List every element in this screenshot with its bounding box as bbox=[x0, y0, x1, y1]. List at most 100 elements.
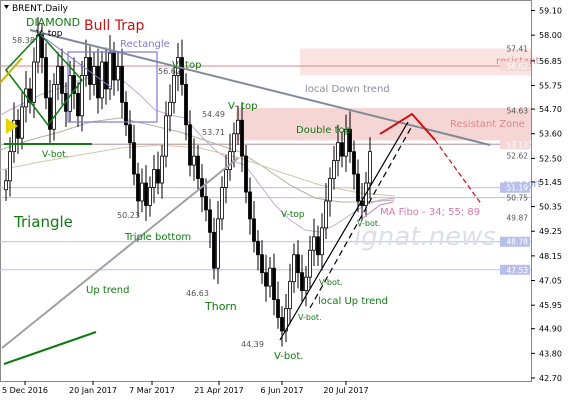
resistance-zone-band bbox=[236, 107, 531, 141]
candle-body bbox=[188, 124, 192, 166]
y-tick-label-1: 58.00 bbox=[539, 31, 562, 40]
candle-body bbox=[76, 92, 80, 117]
y-tick-label-13: 44.90 bbox=[539, 325, 562, 334]
right-axis: 59.10 58.00 56.85 55.75 54.70 53.60 52.50 51.45… bbox=[500, 6, 562, 383]
candle-body bbox=[172, 75, 176, 103]
title-dropdown-icon[interactable] bbox=[4, 5, 9, 9]
candle-body bbox=[244, 155, 248, 193]
local-up-trend-line-2 bbox=[309, 125, 413, 309]
candle-body bbox=[8, 151, 12, 182]
forecast-peak-line bbox=[379, 112, 436, 141]
v-top-label-3: V- top bbox=[228, 101, 257, 112]
y-tick-label-3: 55.75 bbox=[539, 82, 562, 91]
candle-body bbox=[48, 97, 52, 130]
candle-body bbox=[124, 101, 128, 126]
candle-body bbox=[144, 182, 148, 206]
candle-body bbox=[228, 151, 232, 170]
candle-body bbox=[324, 200, 328, 229]
candle-body bbox=[248, 191, 252, 220]
ma-89-line bbox=[0, 144, 396, 197]
price-label-6: 44.39 bbox=[241, 340, 264, 349]
x-tick-label-2: 7 Mar 2017 bbox=[129, 386, 175, 395]
candle-body bbox=[180, 57, 184, 85]
price-labels-layer: 58.38 56.62 54.49 53.71 50.23 46.63 44.39 bbox=[12, 36, 264, 349]
y-tick-label-8: 50.35 bbox=[539, 203, 562, 212]
level-value-9: 47.53 bbox=[507, 266, 529, 275]
candle-body bbox=[192, 155, 196, 166]
candle-body bbox=[164, 115, 168, 157]
candle-body bbox=[12, 119, 16, 153]
v-bot-label-1: V-bot. bbox=[42, 150, 69, 160]
candle-body bbox=[140, 182, 144, 202]
candle-body bbox=[252, 218, 256, 242]
level-value-5: 51.19 bbox=[507, 184, 529, 193]
y-tick-label-5: 53.60 bbox=[539, 130, 562, 139]
candle-body bbox=[20, 106, 24, 139]
y-tick-label-11: 47.05 bbox=[539, 277, 562, 286]
level-box-3 bbox=[500, 139, 530, 150]
candle-body bbox=[116, 66, 120, 81]
resistance-zone-label: Resistant Zone bbox=[450, 119, 525, 130]
price-label-2: 54.49 bbox=[202, 110, 225, 119]
candle-body bbox=[160, 155, 164, 184]
v-bot-label-5: V-bot. bbox=[357, 219, 381, 228]
level-value-0: 57.41 bbox=[507, 44, 529, 53]
triangle-green-line bbox=[3, 331, 97, 365]
candle-body bbox=[104, 61, 108, 90]
rectangle-label: Rectangle bbox=[120, 39, 170, 50]
candle-body bbox=[72, 75, 76, 94]
triple-bottom-label: Triple bottom bbox=[124, 232, 191, 243]
y-tick-label-2: 56.85 bbox=[539, 57, 562, 66]
diamond-pattern bbox=[5, 32, 83, 127]
level-value-4: 52.62 bbox=[507, 152, 529, 161]
candle-body bbox=[224, 169, 228, 188]
bull-trap-label: Bull Trap bbox=[84, 18, 145, 34]
level-value-8: 48.78 bbox=[507, 238, 529, 247]
y-tick-label-9: 49.25 bbox=[539, 227, 562, 236]
candle-body bbox=[120, 66, 124, 103]
price-label-1: 56.62 bbox=[158, 67, 181, 76]
y-tick-label-6: 52.50 bbox=[539, 154, 562, 163]
level-box-5 bbox=[500, 182, 530, 193]
candle-body bbox=[264, 272, 268, 287]
local-up-trend-label: local Up trend bbox=[318, 296, 388, 307]
candles-layer bbox=[4, 17, 372, 347]
candle-body bbox=[344, 128, 348, 157]
candle-body bbox=[316, 236, 320, 256]
x-tick-label-4: 6 Jun 2017 bbox=[260, 386, 303, 395]
upper-resistance-band bbox=[300, 48, 531, 76]
x-tick-label-0: 5 Dec 2016 bbox=[2, 386, 48, 395]
local-up-trend-line-1 bbox=[279, 121, 409, 341]
candle-body bbox=[280, 317, 284, 332]
candle-body bbox=[56, 66, 60, 85]
ma-fibo-label: MA Fibo - 34; 55; 89 bbox=[380, 207, 480, 218]
candle-body bbox=[236, 119, 240, 135]
candle-body bbox=[304, 276, 308, 292]
candle-body bbox=[44, 57, 48, 99]
up-trend-line bbox=[1, 157, 239, 349]
candle-body bbox=[328, 178, 332, 202]
candle-body bbox=[204, 196, 208, 211]
candle-body bbox=[272, 267, 276, 300]
candle-body bbox=[288, 281, 292, 309]
candle-body bbox=[292, 254, 296, 283]
local-down-trend-line bbox=[29, 29, 491, 146]
v-bot-label-3: V-bot. bbox=[298, 313, 322, 322]
candle-body bbox=[16, 119, 20, 139]
candle-body bbox=[256, 240, 260, 256]
diamond-axis-line bbox=[41, 35, 113, 89]
zones-layer bbox=[236, 48, 531, 141]
candle-body bbox=[336, 142, 340, 162]
level-value-7: 49.87 bbox=[507, 213, 529, 222]
candle-body bbox=[220, 187, 224, 220]
up-trend-label: Up trend bbox=[86, 285, 130, 296]
y-tick-label-4: 54.70 bbox=[539, 105, 562, 114]
candle-body bbox=[4, 180, 8, 191]
candle-body bbox=[320, 227, 324, 256]
candle-body bbox=[108, 52, 112, 90]
candle-body bbox=[168, 101, 172, 117]
candle-body bbox=[148, 187, 152, 206]
v-bot-label-2: V-bot. bbox=[274, 351, 303, 362]
yellow-marker bbox=[6, 118, 18, 134]
